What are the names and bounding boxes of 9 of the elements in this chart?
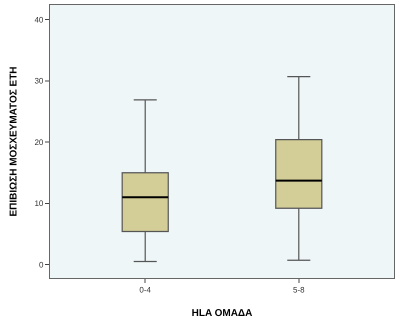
y-axis-title: ΕΠΙΒΙΩΣΗ ΜΟΣΧΕΥΜΑΤΟΣ ΕΤΗ (8, 66, 20, 217)
x-tick-label: 0-4 (139, 286, 152, 295)
y-tick-label: 10 (34, 199, 44, 208)
y-tick-label: 40 (34, 15, 44, 24)
y-tick-label: 30 (34, 76, 44, 86)
x-axis-title: HLA ΟΜΑΔΑ (192, 308, 252, 320)
y-tick-label: 20 (34, 138, 44, 147)
x-tick-label: 5-8 (293, 286, 306, 295)
y-tick-label: 0 (38, 260, 44, 270)
